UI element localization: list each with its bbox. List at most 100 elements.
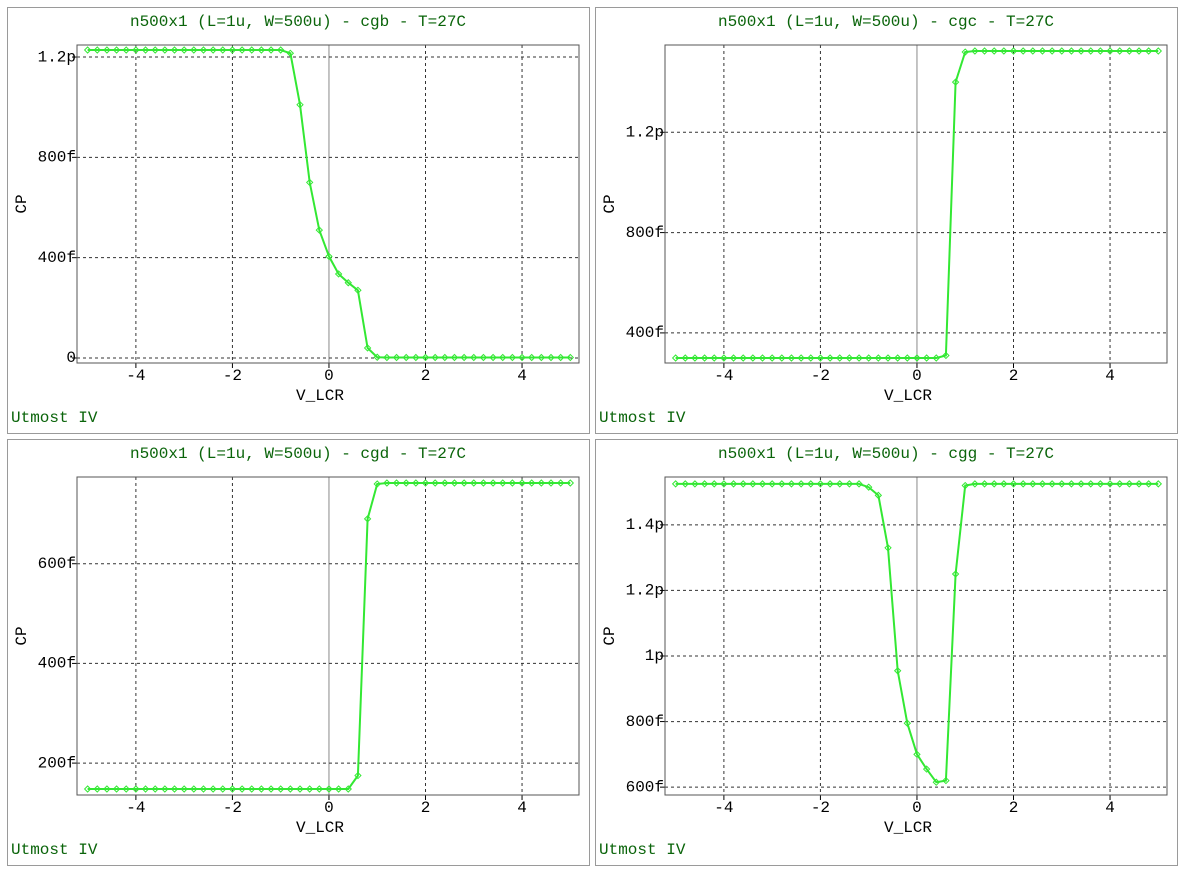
data-point — [257, 46, 266, 54]
data-point — [961, 481, 969, 490]
data-point — [527, 353, 536, 362]
data-point — [1038, 47, 1047, 55]
data-point — [874, 354, 883, 362]
y-tick-label: 800f — [38, 149, 76, 167]
chart-title: n500x1 (L=1u, W=500u) - cgd - T=27C — [130, 445, 466, 463]
data-point — [884, 544, 892, 552]
data-point — [180, 46, 188, 54]
data-point — [441, 353, 449, 362]
data-point — [383, 353, 391, 362]
data-point — [855, 480, 863, 488]
data-point — [392, 479, 401, 487]
data-point — [325, 252, 333, 261]
data-point — [932, 778, 940, 786]
data-point — [1096, 47, 1105, 55]
data-point — [334, 785, 343, 793]
annotation: Utmost IV — [599, 409, 686, 427]
data-point — [199, 785, 208, 793]
data-point — [797, 480, 805, 488]
data-point — [518, 353, 526, 362]
data-point — [1135, 480, 1143, 488]
y-tick-label: 400f — [626, 324, 664, 342]
y-axis-label: CP — [601, 626, 619, 645]
x-tick-label: -2 — [223, 799, 242, 817]
data-point — [315, 785, 324, 793]
y-tick-label: 1p — [645, 647, 664, 665]
data-point — [228, 46, 237, 54]
data-point — [1096, 480, 1105, 488]
data-point — [922, 765, 931, 773]
chart-title: n500x1 (L=1u, W=500u) - cgb - T=27C — [130, 13, 466, 31]
data-point — [816, 480, 825, 488]
data-point — [508, 353, 517, 362]
data-point — [1144, 480, 1153, 488]
data-point — [421, 479, 430, 487]
data-point — [671, 354, 680, 362]
y-tick-label: 800f — [626, 713, 664, 731]
data-point — [903, 719, 912, 727]
data-point — [1058, 47, 1066, 55]
data-point — [161, 46, 169, 54]
data-point — [527, 479, 536, 487]
data-point — [199, 46, 208, 54]
data-point — [942, 351, 950, 360]
data-point — [1106, 480, 1114, 488]
data-point — [219, 46, 227, 54]
panel-frame — [7, 7, 590, 434]
data-point — [787, 480, 796, 488]
y-tick-label: 400f — [38, 655, 76, 673]
data-point — [412, 353, 420, 362]
data-point — [228, 785, 237, 793]
data-point — [479, 353, 488, 362]
data-point — [344, 785, 352, 793]
x-tick-label: -4 — [714, 367, 733, 385]
data-point — [681, 354, 689, 362]
data-point — [286, 49, 295, 57]
x-tick-label: 0 — [324, 799, 334, 817]
data-point — [1038, 480, 1047, 488]
data-point — [700, 354, 709, 362]
data-point — [729, 480, 738, 488]
y-tick-label: 1.4p — [626, 516, 664, 534]
data-point — [83, 785, 92, 793]
data-point — [980, 480, 989, 488]
x-tick-label: 4 — [1105, 367, 1115, 385]
data-point — [373, 480, 381, 488]
data-point — [1048, 47, 1056, 55]
x-tick-label: 2 — [421, 367, 431, 385]
y-axis-label: CP — [13, 626, 31, 645]
data-point — [1125, 47, 1134, 55]
x-tick-label: -4 — [126, 799, 145, 817]
data-point — [238, 785, 246, 793]
x-tick-label: 0 — [324, 367, 334, 385]
data-point — [768, 354, 776, 362]
data-point — [990, 47, 998, 55]
data-point — [547, 479, 555, 487]
data-point — [903, 354, 912, 362]
plot-frame — [76, 44, 580, 364]
data-point — [363, 344, 372, 352]
data-point — [710, 354, 718, 362]
data-point — [922, 354, 931, 362]
data-point — [441, 479, 449, 487]
data-point — [700, 480, 709, 488]
data-point — [402, 479, 410, 487]
data-point — [499, 479, 507, 487]
data-point — [276, 46, 285, 54]
data-point — [151, 46, 159, 54]
x-axis-label: V_LCR — [296, 387, 344, 405]
data-point — [758, 480, 767, 488]
data-point — [1154, 480, 1163, 488]
data-point — [681, 480, 689, 488]
y-tick-label: 600f — [626, 778, 664, 796]
chart-title: n500x1 (L=1u, W=500u) - cgg - T=27C — [718, 445, 1054, 463]
data-point — [1029, 480, 1037, 488]
x-tick-label: 2 — [421, 799, 431, 817]
data-point — [807, 354, 815, 362]
data-point — [209, 785, 217, 793]
panel: n500x1 (L=1u, W=500u) - cgb - T=27C -4 -2 0… — [7, 7, 590, 434]
data-point — [190, 46, 198, 54]
data-point — [1009, 47, 1018, 55]
y-tick-label: 0 — [66, 349, 76, 367]
data-point — [180, 785, 188, 793]
